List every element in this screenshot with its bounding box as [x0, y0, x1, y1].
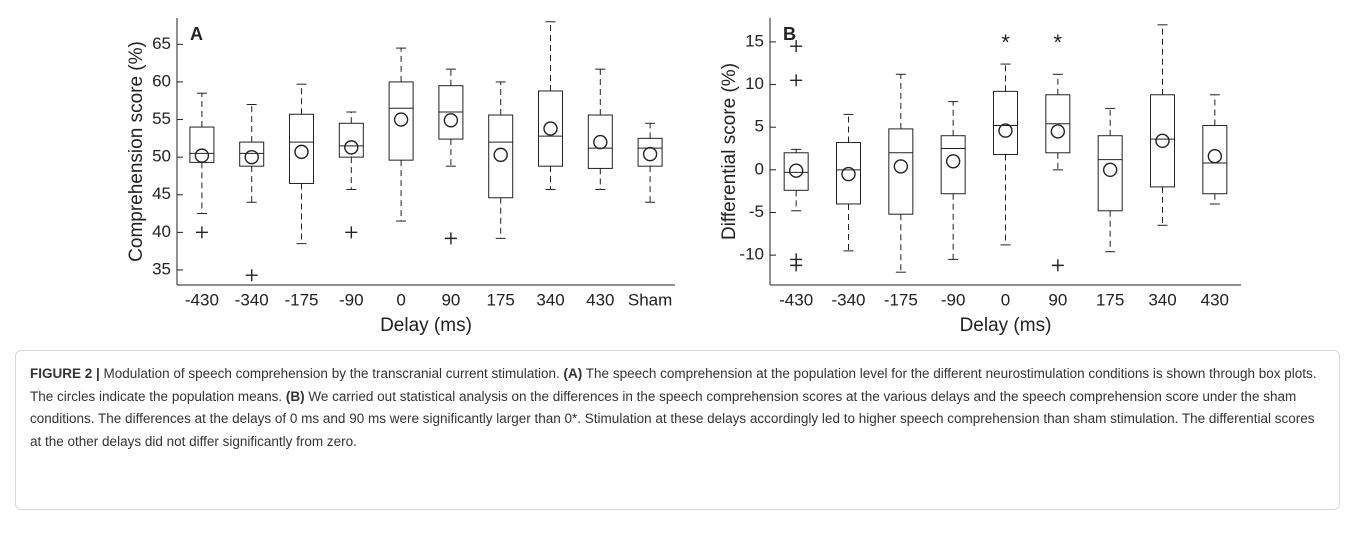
panel-label: A: [190, 24, 203, 44]
outlier: [790, 40, 803, 53]
outlier: [345, 226, 358, 239]
mean: [788, 163, 804, 178]
y-tick-label: 15: [745, 31, 764, 50]
x-tick-label: 430: [586, 290, 614, 309]
mean: [1102, 162, 1118, 178]
x-tick-label: -175: [284, 290, 318, 309]
panel-label: B: [783, 24, 796, 44]
y-tick-label: 40: [152, 222, 171, 241]
x-axis-label: Delay (ms): [960, 315, 1052, 336]
x-tick-label: 90: [441, 290, 460, 309]
outlier: [245, 269, 258, 282]
mean: [1207, 148, 1223, 164]
significance-mark: *: [1054, 30, 1063, 55]
mean: [1050, 124, 1066, 139]
box: [488, 114, 514, 199]
mean: [244, 149, 259, 165]
mean: [543, 121, 558, 136]
caption-segment: (B): [285, 388, 305, 404]
x-tick-label: 175: [1096, 290, 1124, 309]
mean: [294, 144, 309, 160]
box: [836, 142, 861, 205]
x-tick-label: -90: [339, 290, 364, 309]
y-tick-label: 5: [755, 117, 764, 136]
outlier: [1051, 259, 1064, 272]
caption-segment: (A): [563, 366, 583, 381]
mean: [1155, 133, 1170, 149]
y-tick-label: 0: [755, 159, 764, 178]
mean: [194, 148, 210, 163]
x-tick-label: 90: [1048, 290, 1067, 309]
x-tick-label: 340: [1148, 290, 1176, 309]
mean: [344, 140, 359, 155]
outlier: [790, 74, 803, 87]
box: [940, 135, 966, 195]
box: [993, 90, 1018, 155]
box: [1150, 94, 1175, 188]
mean: [393, 112, 409, 127]
x-tick-label: Sham: [628, 290, 672, 309]
outlier: [790, 259, 803, 272]
box: [338, 122, 364, 158]
mean: [945, 154, 961, 169]
y-tick-label: 50: [152, 147, 171, 166]
mean: [893, 159, 909, 174]
y-tick-label: 10: [745, 74, 764, 93]
x-tick-label: -340: [831, 290, 865, 309]
box: [239, 141, 265, 167]
caption-segment: The speech comprehension at the populati…: [30, 366, 1317, 404]
x-tick-label: -430: [779, 290, 813, 309]
x-tick-label: 340: [536, 290, 564, 309]
significance-mark: *: [1001, 30, 1010, 55]
caption: FIGURE 2 | Modulation of speech comprehe…: [15, 350, 1340, 510]
box: [1097, 135, 1123, 212]
x-tick-label: -430: [185, 290, 219, 309]
box: [888, 128, 914, 215]
x-tick-label: 175: [487, 290, 515, 309]
outlier: [444, 232, 457, 245]
mean: [841, 166, 856, 182]
x-tick-label: -90: [941, 290, 966, 309]
mean: [642, 146, 658, 162]
outlier: [195, 226, 208, 239]
y-axis-label: Comprehension score (%): [126, 41, 147, 262]
x-tick-label: 430: [1201, 290, 1229, 309]
x-tick-label: 0: [396, 290, 405, 309]
mean: [998, 123, 1013, 138]
caption-segment: FIGURE 2 |: [30, 366, 100, 381]
y-tick-label: 65: [152, 34, 171, 53]
box: [783, 152, 809, 191]
y-tick-label: -5: [749, 202, 764, 221]
y-axis-label: Differential score (%): [719, 63, 740, 240]
mean: [443, 113, 459, 128]
caption-segment: Modulation of speech comprehension by th…: [99, 366, 564, 381]
box: [587, 114, 613, 169]
box: [637, 137, 663, 167]
y-tick-label: 35: [152, 259, 171, 278]
x-tick-label: 0: [1001, 290, 1010, 309]
box: [538, 90, 563, 167]
y-tick-label: 45: [152, 184, 171, 203]
x-tick-label: -340: [235, 290, 269, 309]
mean: [493, 147, 508, 163]
y-tick-label: -10: [739, 245, 764, 264]
box: [289, 113, 314, 184]
x-axis-label: Delay (ms): [380, 315, 472, 336]
caption-segment: We carried out statistical analysis on t…: [30, 388, 1315, 449]
box: [388, 81, 414, 161]
y-tick-label: 55: [152, 109, 171, 128]
y-tick-label: 60: [152, 71, 171, 90]
box: [189, 126, 215, 163]
box: [1202, 124, 1228, 195]
x-tick-label: -175: [884, 290, 918, 309]
mean: [593, 134, 608, 150]
